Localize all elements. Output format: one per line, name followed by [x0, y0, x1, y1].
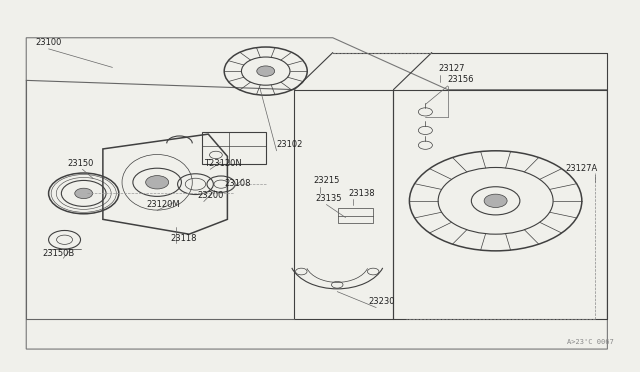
- Text: 23118: 23118: [170, 234, 196, 243]
- Text: 23150: 23150: [68, 159, 94, 168]
- Text: 23215: 23215: [314, 176, 340, 185]
- Text: 23156: 23156: [448, 75, 474, 84]
- Text: 23108: 23108: [224, 179, 251, 188]
- Text: A>23'C 0067: A>23'C 0067: [567, 339, 614, 345]
- Text: T23120N: T23120N: [204, 159, 241, 168]
- Text: 23102: 23102: [276, 140, 303, 149]
- Bar: [337, 208, 372, 223]
- Text: 23127: 23127: [438, 64, 465, 73]
- Text: 23127A: 23127A: [566, 164, 598, 173]
- Text: 23135: 23135: [315, 195, 341, 203]
- Text: 23120M: 23120M: [147, 201, 180, 209]
- Text: 23100: 23100: [36, 38, 62, 47]
- Circle shape: [146, 176, 169, 189]
- Text: 23150B: 23150B: [42, 249, 74, 258]
- Text: 23230: 23230: [368, 298, 394, 307]
- Text: 23138: 23138: [349, 189, 376, 198]
- Bar: [202, 132, 266, 164]
- Circle shape: [257, 66, 275, 76]
- Circle shape: [75, 188, 93, 199]
- Text: 23200: 23200: [197, 191, 224, 200]
- Circle shape: [484, 194, 507, 208]
